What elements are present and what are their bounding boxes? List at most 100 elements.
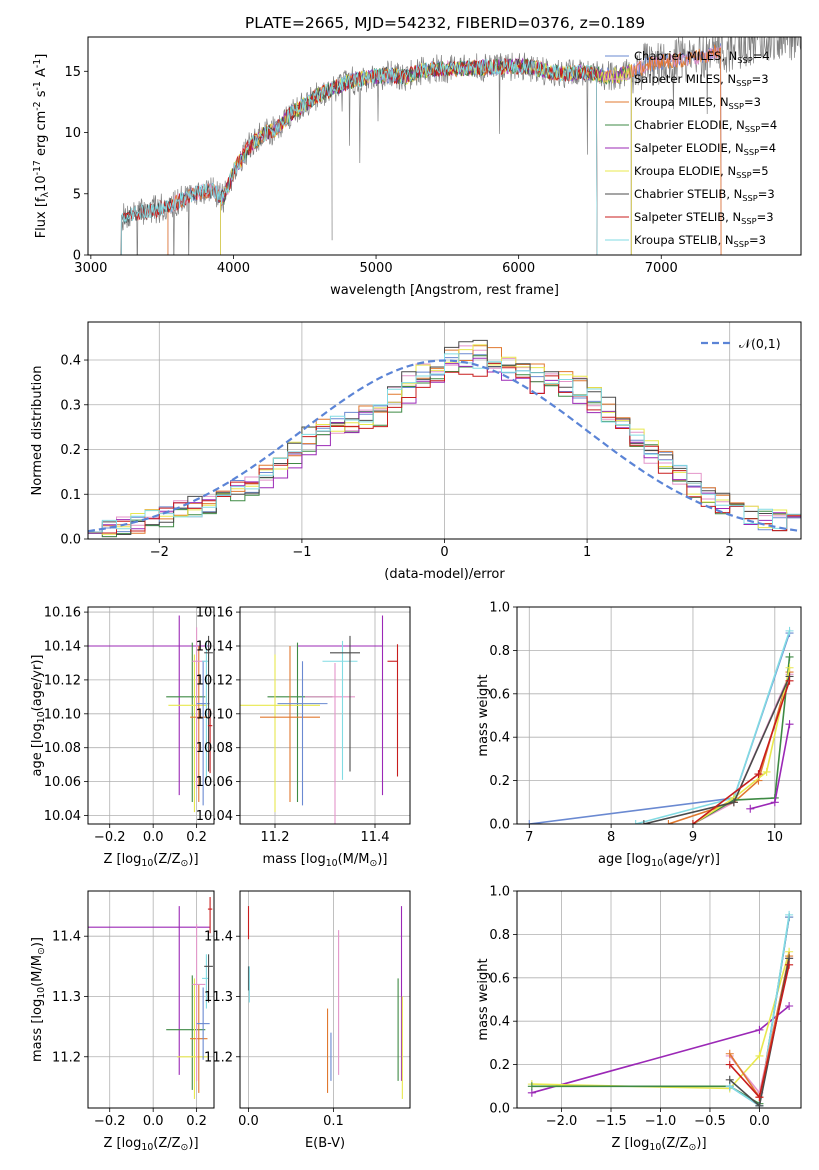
spectrum-model-kroupa-elodie xyxy=(220,59,632,255)
spectrum-panel: Chabrier MILES, NSSP=4 Salpeter MILES, NS… xyxy=(32,36,802,298)
y-axis-label: mass [log10(M/M⊙)] xyxy=(30,937,47,1062)
point-marker xyxy=(754,770,763,779)
point-marker xyxy=(639,820,648,824)
x-tick-label: 4000 xyxy=(217,261,250,276)
point-marker xyxy=(755,1101,764,1108)
x-axis-label: Z [log10(Z/Z⊙)] xyxy=(103,1136,198,1153)
y-tick-label: 0.2 xyxy=(489,1058,510,1073)
y-tick-label: 0.4 xyxy=(489,1015,510,1030)
y-tick-label: 10.06 xyxy=(196,775,233,790)
normal-curve xyxy=(88,359,801,533)
x-axis-label: (data-model)/error xyxy=(384,567,505,582)
axes-frame xyxy=(87,890,215,1109)
y-tick-label: 10.14 xyxy=(196,639,233,654)
x-axis-label: wavelength [Angstrom, rest frame] xyxy=(330,283,559,298)
point-marker xyxy=(762,767,771,776)
y-tick-label: 0.8 xyxy=(489,928,510,943)
spectrum-model-salpeter-elodie xyxy=(220,57,632,255)
y-tick-label: 0.0 xyxy=(60,533,81,548)
x-tick-label: 11.4 xyxy=(361,830,390,845)
line-series-kroupa-elodie xyxy=(692,667,791,824)
axes-frame xyxy=(516,606,802,825)
y-tick-label: 0.0 xyxy=(489,1102,510,1117)
legend-label: Chabrier STELIB, NSSP=3 xyxy=(634,187,775,203)
point-marker xyxy=(770,798,779,807)
x-tick-label: 7 xyxy=(525,830,533,845)
point-marker xyxy=(688,820,697,824)
point-marker xyxy=(725,1075,734,1084)
point-marker xyxy=(631,820,640,824)
x-tick-label: −0.5 xyxy=(694,1114,726,1129)
legend-label: Kroupa MILES, NSSP=3 xyxy=(634,95,761,111)
x-axis-label: Z [log10(Z/Z⊙)] xyxy=(103,852,198,869)
legend-label: Salpeter MILES, NSSP=3 xyxy=(634,72,769,88)
hist-series-salpeter-stelib xyxy=(88,362,801,539)
y-tick-label: 0.0 xyxy=(489,818,510,833)
x-tick-label: 11.2 xyxy=(261,830,290,845)
point-marker xyxy=(746,804,755,813)
y-tick-label: 10.04 xyxy=(196,809,233,824)
legend-label: Chabrier MILES, NSSP=4 xyxy=(634,49,770,65)
point-marker xyxy=(725,1049,734,1058)
point-marker xyxy=(785,652,794,661)
y-tick-label: 0.8 xyxy=(489,644,510,659)
x-tick-label: 6000 xyxy=(502,261,535,276)
x-tick-label: −2.0 xyxy=(546,1114,578,1129)
y-tick-label: 10.16 xyxy=(196,606,233,621)
y-tick-label: 0.6 xyxy=(489,971,510,986)
x-tick-label: −1.0 xyxy=(645,1114,677,1129)
point-marker xyxy=(664,820,673,824)
x-tick-label: 0.2 xyxy=(186,830,207,845)
x-tick-label: −1 xyxy=(292,545,311,560)
age-vs-Z-panel: −0.2 0.0 0.2 10.04 10.06 10.08 10.10 10.12 10.14… xyxy=(30,606,215,869)
ebv-panel: 0.0 0.1 11.2 11.3 11.4 E(B-V) xyxy=(204,890,411,1151)
mass-vs-Z-panel: −0.2 0.0 0.2 11.2 11.3 11.4 Z [log10(Z/Z⊙)] mas… xyxy=(30,890,215,1153)
axes-frame xyxy=(87,606,215,825)
x-tick-label: 7000 xyxy=(645,261,678,276)
y-tick-label: 0.4 xyxy=(489,731,510,746)
y-tick-label: 11.3 xyxy=(204,990,233,1005)
y-tick-label: 0.3 xyxy=(60,398,81,413)
y-tick-label: 11.4 xyxy=(52,930,81,945)
y-tick-label: 10.14 xyxy=(44,639,81,654)
x-tick-label: 2 xyxy=(726,545,734,560)
y-tick-label: 10.08 xyxy=(196,741,233,756)
mass-weight-vs-age-panel: 7 8 9 10 0.0 0.2 0.4 0.6 0.8 1.0 age [log10(age/yr… xyxy=(476,601,802,869)
y-tick-label: 10.10 xyxy=(196,707,233,722)
y-tick-label: 0 xyxy=(73,249,81,264)
x-tick-label: 0.0 xyxy=(143,1114,164,1129)
y-tick-label: 10.08 xyxy=(44,741,81,756)
point-marker xyxy=(755,1051,764,1060)
y-tick-label: 15 xyxy=(64,65,81,80)
y-tick-label: 5 xyxy=(73,187,81,202)
point-marker xyxy=(527,1082,536,1091)
x-tick-label: 1 xyxy=(583,545,591,560)
x-tick-label: 10 xyxy=(767,830,784,845)
point-marker xyxy=(785,910,794,919)
x-tick-label: 0.0 xyxy=(143,830,164,845)
hist-series-kroupa-stelib xyxy=(88,353,801,539)
point-marker xyxy=(785,960,794,969)
y-tick-label: 10.12 xyxy=(44,673,81,688)
line-series-chabrier-miles xyxy=(529,632,791,824)
y-axis-label: mass weight xyxy=(476,674,491,756)
legend-label: Salpeter STELIB, NSSP=3 xyxy=(634,210,774,226)
point-marker xyxy=(785,663,794,672)
x-tick-label: 0.1 xyxy=(323,1114,344,1129)
y-tick-label: 0.6 xyxy=(489,687,510,702)
y-tick-label: 0.2 xyxy=(60,443,81,458)
point-marker xyxy=(729,798,738,807)
y-axis-label: age [log10(age/yr)] xyxy=(30,655,47,777)
y-tick-label: 11.2 xyxy=(52,1050,81,1065)
y-axis-label: Normed distribution xyxy=(30,366,45,496)
y-axis-label: mass weight xyxy=(476,958,491,1040)
x-tick-label: 0.2 xyxy=(186,1114,207,1129)
y-tick-label: 0.1 xyxy=(60,488,81,503)
x-tick-label: 8 xyxy=(607,830,615,845)
y-tick-label: 11.3 xyxy=(52,990,81,1005)
y-tick-label: 10.06 xyxy=(44,775,81,790)
axes-frame xyxy=(239,606,411,825)
point-marker xyxy=(785,1002,794,1011)
y-tick-label: 0.2 xyxy=(489,774,510,789)
